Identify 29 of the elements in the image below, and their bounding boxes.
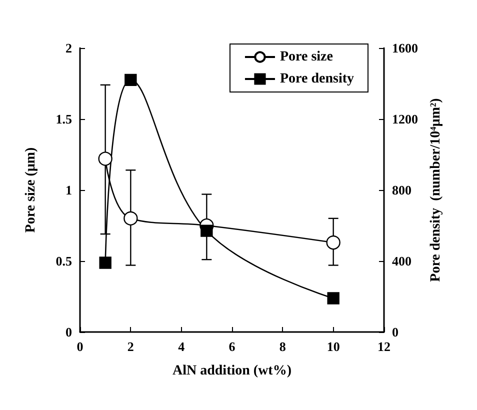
y2-tick-label: 400 [392,254,412,268]
y-axis-title: Pore size (μm) [24,146,38,233]
point [200,224,213,237]
point [99,256,112,269]
y2-tick-label: 1600 [392,40,418,56]
x-tick-label: 2 [127,339,134,354]
x-tick-label: 12 [378,339,390,354]
x-tick-label: 4 [178,339,186,354]
point [326,235,340,250]
y2-tick-label: 1200 [392,112,418,126]
x-tick-label: 6 [228,339,236,354]
legend-label: Pore density [280,72,354,86]
y-tick-label: 0.5 [56,254,72,268]
y2-axis-title: Pore density (number/10⁴μm²) [428,98,444,282]
point [327,292,340,304]
point [124,74,137,86]
y2-tick-label: 0 [392,324,398,340]
y-tick-label: 0 [66,324,72,340]
y-tick-label: 2 [66,40,72,56]
x-axis-title: AlN addition (wt%) [172,364,292,378]
y-tick-label: 1.5 [56,112,72,126]
point [124,211,138,226]
y2-tick-label: 800 [392,182,412,198]
point [98,152,112,166]
y-tick-label: 1 [66,182,72,198]
x-tick-label: 10 [326,339,340,354]
x-tick-label: 8 [279,339,286,354]
x-tick-label: 0 [76,339,84,354]
legend-label: Pore size [280,50,333,64]
